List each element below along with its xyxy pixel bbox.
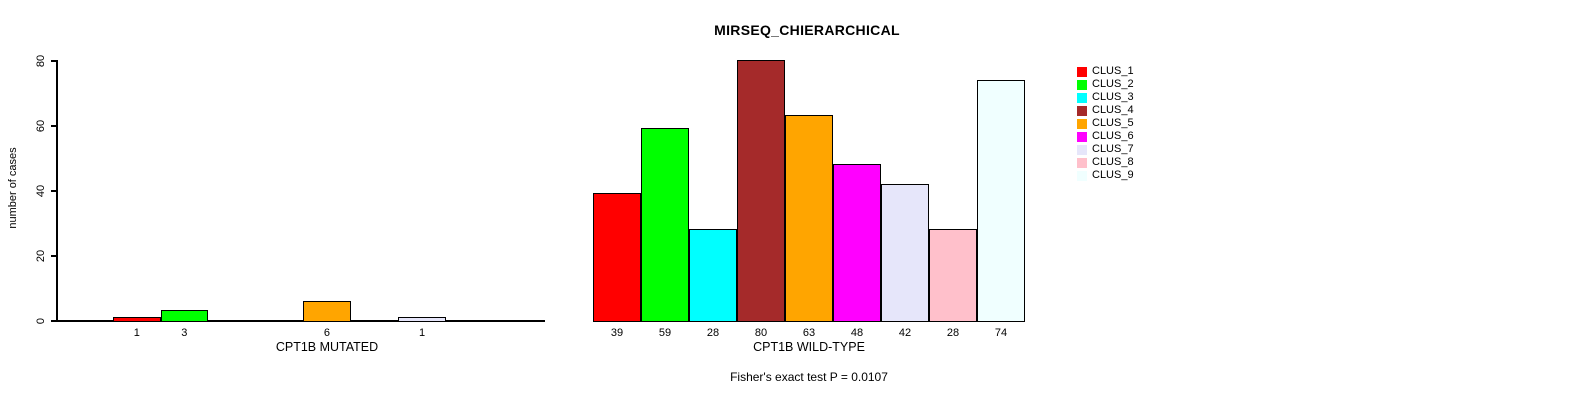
- legend-item: CLUS_6: [1077, 130, 1134, 143]
- legend-item: CLUS_3: [1077, 91, 1134, 104]
- bar-clus_2-wildtype: [641, 128, 689, 322]
- y-tick: [51, 190, 56, 192]
- legend-swatch-clus_1: [1077, 66, 1087, 77]
- bar-value-label: 59: [658, 327, 672, 339]
- legend-item: CLUS_5: [1077, 117, 1134, 130]
- bar-clus_3-wildtype: [689, 229, 737, 322]
- y-tick-label: 80: [35, 54, 47, 68]
- bar-clus_2-mutated: [160, 310, 209, 322]
- legend-label: CLUS_3: [1092, 91, 1134, 103]
- legend-label: CLUS_5: [1092, 117, 1134, 129]
- bar-clus_1-wildtype: [593, 193, 641, 322]
- y-tick: [51, 125, 56, 127]
- bar-value-label: 80: [754, 327, 768, 339]
- legend-item: CLUS_4: [1077, 104, 1134, 117]
- legend-swatch-clus_8: [1077, 157, 1087, 168]
- legend-label: CLUS_2: [1092, 78, 1134, 90]
- legend-swatch-clus_4: [1077, 105, 1087, 116]
- y-tick: [51, 60, 56, 62]
- group-label-mutated: CPT1B MUTATED: [275, 340, 379, 354]
- bar-value-label: 28: [706, 327, 720, 339]
- bar-clus_5-wildtype: [785, 115, 833, 322]
- bar-clus_7-wildtype: [881, 183, 929, 322]
- y-tick-label: 0: [35, 317, 47, 325]
- bar-value-label: 39: [610, 327, 624, 339]
- legend-swatch-clus_2: [1077, 79, 1087, 90]
- legend-label: CLUS_1: [1092, 65, 1134, 77]
- legend-swatch-clus_3: [1077, 92, 1087, 103]
- y-tick-label: 60: [35, 119, 47, 133]
- legend-label: CLUS_7: [1092, 143, 1134, 155]
- legend-item: CLUS_9: [1077, 169, 1134, 182]
- bar-value-label: 48: [850, 327, 864, 339]
- bar-clus_7-mutated: [398, 316, 446, 322]
- group-label-wildtype: CPT1B WILD-TYPE: [753, 340, 865, 354]
- x-axis-line-mutated: [57, 320, 545, 322]
- legend-label: CLUS_4: [1092, 104, 1134, 116]
- chart-title: MIRSEQ_CHIERARCHICAL: [714, 22, 900, 38]
- legend-swatch-clus_5: [1077, 118, 1087, 129]
- legend-label: CLUS_6: [1092, 130, 1134, 142]
- bar-value-label: 28: [946, 327, 960, 339]
- legend-item: CLUS_1: [1077, 65, 1134, 78]
- legend-label: CLUS_8: [1092, 156, 1134, 168]
- legend-item: CLUS_8: [1077, 156, 1134, 169]
- legend-swatch-clus_6: [1077, 131, 1087, 142]
- y-tick: [51, 255, 56, 257]
- bar-value-label: 74: [994, 327, 1008, 339]
- bar-clus_9-wildtype: [977, 79, 1025, 322]
- bar-clus_6-wildtype: [833, 164, 881, 322]
- y-tick-label: 20: [35, 249, 47, 263]
- bar-value-label: 1: [419, 327, 426, 339]
- legend-swatch-clus_9: [1077, 170, 1087, 181]
- bar-value-label: 3: [181, 327, 188, 339]
- bar-value-label: 1: [133, 327, 140, 339]
- bar-clus_4-wildtype: [737, 60, 785, 322]
- bar-value-label: 42: [898, 327, 912, 339]
- bar-clus_8-wildtype: [929, 229, 977, 322]
- legend: CLUS_1 CLUS_2 CLUS_3 CLUS_4 CLUS_5 CLUS_6 CLUS…: [1077, 65, 1134, 182]
- fisher-test-annotation: Fisher's exact test P = 0.0107: [730, 370, 888, 384]
- legend-label: CLUS_9: [1092, 169, 1134, 181]
- bar-value-label: 6: [323, 327, 331, 339]
- legend-item: CLUS_7: [1077, 143, 1134, 156]
- y-tick: [51, 320, 56, 322]
- bar-value-label: 63: [802, 327, 816, 339]
- legend-item: CLUS_2: [1077, 78, 1134, 91]
- y-tick-label: 40: [35, 184, 47, 198]
- legend-swatch-clus_7: [1077, 144, 1087, 155]
- bar-clus_5-mutated: [303, 300, 351, 322]
- bar-clus_1-mutated: [113, 316, 161, 322]
- y-axis-label: number of cases: [7, 147, 19, 229]
- y-axis-line: [56, 60, 58, 322]
